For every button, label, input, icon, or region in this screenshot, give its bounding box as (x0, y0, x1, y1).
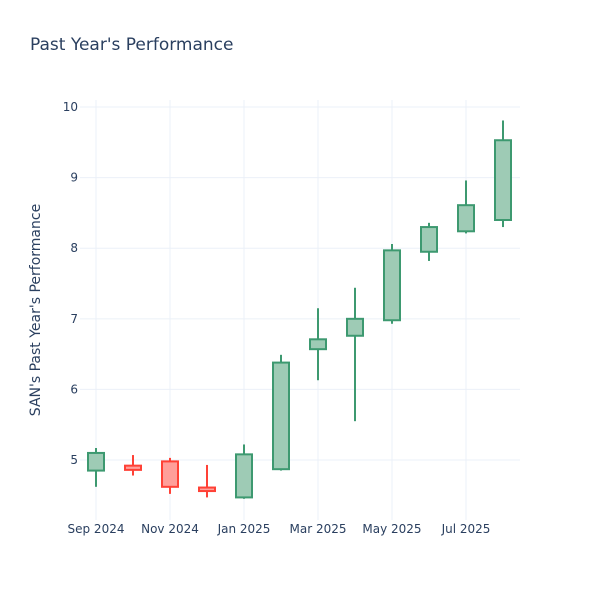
y-tick-label: 10 (63, 100, 78, 114)
y-axis-ticks: 5 6 7 8 9 10 (63, 100, 78, 467)
candle-body (87, 451, 105, 472)
candle (420, 222, 438, 261)
x-tick-label: Jan 2025 (217, 522, 271, 536)
candle (494, 120, 512, 228)
grid-layer (80, 100, 520, 520)
y-tick-label: 5 (70, 453, 78, 467)
x-tick-label: May 2025 (362, 522, 421, 536)
x-tick-label: Sep 2024 (68, 522, 125, 536)
candle (272, 354, 290, 471)
candle (346, 287, 364, 422)
candle-body (161, 460, 179, 488)
candle (309, 308, 327, 381)
candle-body (198, 486, 216, 493)
candle-body (420, 226, 438, 253)
candle-body (494, 139, 512, 221)
candle-body (235, 453, 253, 499)
candle-body (272, 361, 290, 471)
x-tick-label: Nov 2024 (141, 522, 199, 536)
candle (235, 444, 253, 499)
candle (161, 457, 179, 494)
y-tick-label: 6 (70, 382, 78, 396)
y-tick-label: 7 (70, 312, 78, 326)
chart-title: Past Year's Performance (30, 35, 234, 55)
candle-body (346, 317, 364, 337)
candle (383, 244, 401, 324)
candle (124, 455, 142, 476)
candles-layer (87, 120, 512, 499)
candle (457, 180, 475, 234)
x-axis-ticks: Sep 2024 Nov 2024 Jan 2025 Mar 2025 May 2025… (68, 522, 491, 536)
candle-body (309, 338, 327, 351)
candle-body (383, 249, 401, 322)
candle-body (457, 204, 475, 233)
x-tick-label: Jul 2025 (441, 522, 491, 536)
candle (87, 448, 105, 487)
x-tick-label: Mar 2025 (290, 522, 347, 536)
candle (198, 464, 216, 498)
y-tick-label: 8 (70, 241, 78, 255)
candle-body (124, 464, 142, 471)
y-axis-label: SAN's Past Year's Performance (28, 204, 44, 416)
y-tick-label: 9 (70, 171, 78, 185)
